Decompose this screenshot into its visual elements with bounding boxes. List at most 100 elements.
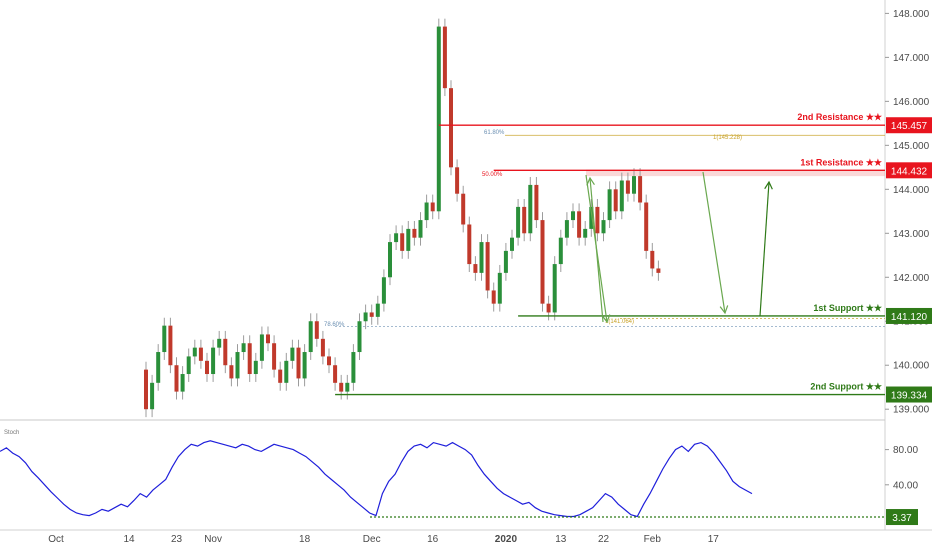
candle-up	[619, 180, 624, 212]
candle-up	[302, 352, 307, 379]
candle-up	[632, 176, 636, 194]
candle-down	[455, 167, 460, 194]
candle-down	[595, 206, 600, 234]
candle-down	[205, 360, 209, 375]
price-tick-label: 145.000	[893, 141, 930, 152]
candle-down	[314, 321, 319, 339]
candle-down	[522, 206, 527, 234]
time-tick-label: 22	[598, 534, 610, 545]
arrow-head	[764, 180, 773, 190]
candle-up	[589, 206, 594, 229]
candle-down	[485, 242, 490, 291]
candle-down	[546, 303, 551, 313]
oscillator-title: Stoch	[4, 430, 19, 436]
time-tick-label: 18	[299, 534, 311, 545]
level-label: 2nd Support ★★	[810, 382, 883, 392]
candle-up	[192, 347, 197, 357]
candle-down	[534, 184, 539, 221]
candle-down	[644, 202, 649, 251]
oscillator-value-tag	[886, 509, 918, 526]
time-tick-label: 16	[427, 534, 439, 545]
candle-up	[510, 237, 514, 251]
candle-down	[400, 233, 405, 251]
time-tick-label: 13	[555, 534, 567, 545]
candle-down	[473, 264, 478, 273]
arrow-head	[719, 305, 729, 315]
candle-up	[394, 233, 399, 243]
candle-up	[351, 352, 356, 383]
candle-up	[583, 228, 588, 238]
price-tick-label: 148.000	[893, 9, 930, 20]
candle-down	[650, 250, 655, 269]
candle-up	[235, 352, 240, 379]
time-tick-label: Feb	[644, 534, 662, 545]
level-label: 1st Support ★★	[813, 303, 883, 313]
arrow-head	[601, 314, 611, 324]
candle-up	[253, 360, 258, 375]
candle-down	[266, 334, 270, 344]
candle-down	[327, 356, 331, 366]
candle-up	[607, 189, 612, 221]
candle-up	[150, 382, 155, 410]
candle-down	[320, 338, 325, 357]
candle-up	[601, 220, 606, 234]
candle-up	[479, 242, 484, 273]
time-tick-label: 23	[171, 534, 183, 545]
candle-up	[357, 321, 362, 353]
level-price-tag	[886, 162, 932, 179]
candle-up	[406, 228, 411, 251]
candle-up	[418, 220, 423, 238]
candle-up	[211, 347, 216, 375]
candle-up	[388, 242, 392, 278]
osc-tick-label: 80.00	[893, 445, 918, 456]
candle-down	[540, 220, 545, 304]
candle-down	[461, 193, 466, 225]
candle-down	[223, 338, 228, 366]
price-tick-label: 143.000	[893, 229, 930, 240]
candle-down	[625, 180, 630, 194]
candle-up	[558, 237, 563, 265]
arrow-shaft	[702, 171, 726, 314]
time-tick-label: 2020	[495, 534, 518, 545]
candle-up	[284, 360, 289, 383]
candle-up	[516, 206, 521, 238]
level-price-tag	[886, 117, 932, 134]
price-tick-label: 142.000	[893, 273, 930, 284]
candle-down	[198, 347, 203, 361]
time-tick-label: Oct	[48, 534, 64, 545]
candle-down	[656, 268, 661, 273]
price-tick-label: 139.000	[893, 405, 930, 416]
projection-arrows	[585, 171, 773, 324]
arrow-shaft	[589, 177, 604, 323]
candle-up	[375, 303, 380, 317]
candle-up	[436, 26, 441, 212]
candle-down	[229, 365, 234, 379]
candle-up	[345, 382, 350, 392]
candle-down	[247, 343, 252, 375]
level-price-tag	[886, 386, 932, 403]
candlestick-series	[144, 18, 661, 418]
time-tick-label: 14	[123, 534, 135, 545]
candle-up	[363, 312, 368, 322]
candle-up	[180, 374, 185, 392]
candle-down	[442, 26, 447, 89]
candle-up	[564, 220, 569, 238]
candle-down	[174, 365, 179, 392]
fib-label: 1(145.228)	[713, 135, 742, 141]
candle-down	[339, 382, 344, 392]
time-tick-label: 17	[708, 534, 720, 545]
candle-down	[296, 347, 301, 379]
candle-down	[168, 325, 173, 366]
candle-up	[528, 184, 533, 234]
candle-down	[467, 224, 472, 265]
candle-up	[217, 338, 222, 348]
level-label: 2nd Resistance ★★	[797, 112, 883, 122]
time-tick-label: Nov	[204, 534, 222, 545]
time-tick-label: Dec	[363, 534, 381, 545]
price-tick-label: 144.000	[893, 185, 930, 196]
fib-label: 50.00%	[482, 172, 503, 178]
level-price-tag-text: 141.120	[891, 312, 928, 323]
candle-down	[369, 312, 374, 317]
